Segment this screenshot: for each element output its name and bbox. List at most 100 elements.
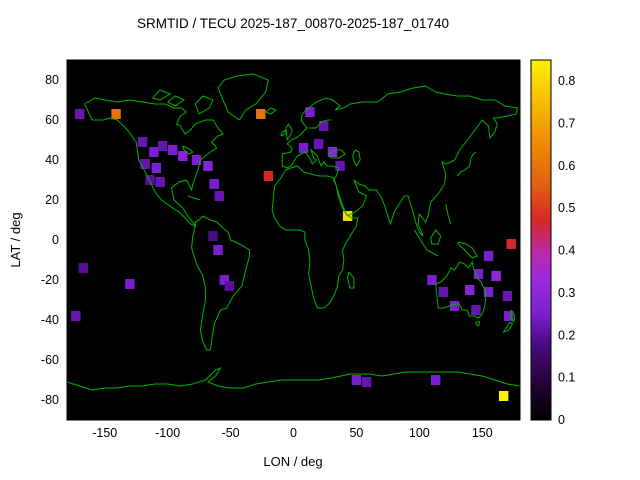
coastline (281, 85, 519, 237)
heat-cell (224, 281, 235, 291)
y-tick-label: 0 (52, 233, 59, 247)
heat-cell (305, 107, 315, 117)
heat-cell (203, 161, 213, 171)
heat-cell (483, 287, 494, 297)
y-tick-label: -80 (41, 393, 59, 407)
coastline (347, 271, 355, 289)
x-tick-label: -150 (92, 426, 117, 440)
heat-cell (213, 245, 223, 255)
colorbar-tick-label: 0 (558, 413, 565, 427)
y-axis-label: LAT / deg (8, 212, 23, 267)
chart-title: SRMTID / TECU 2025-187_00870-2025-187_01… (137, 16, 449, 31)
coastline (280, 128, 287, 137)
heat-cell (473, 269, 484, 279)
heat-cell (191, 155, 202, 165)
coastline (456, 151, 477, 177)
coastline (187, 195, 201, 201)
tick-labels-layer: -150 -100 -50 0 50 100 150 -80 -60 -40 -20 0 20 40 60 8… (41, 73, 493, 440)
heat-cell (503, 311, 514, 321)
heat-cell (140, 159, 150, 169)
heat-cell (335, 161, 345, 171)
colorbar-tick-labels: 0 0.1 0.2 0.3 0.4 0.5 0.6 0.7 0.8 (558, 74, 575, 427)
heat-cell (471, 305, 481, 315)
heat-cell (178, 151, 188, 161)
coastline (445, 203, 452, 225)
coastline (457, 241, 478, 259)
heat-cell (149, 147, 159, 157)
x-tick-label: 0 (290, 426, 297, 440)
coastline (328, 149, 346, 159)
x-tick-label: 50 (349, 426, 363, 440)
colorbar-tick-label: 0.1 (558, 371, 575, 385)
x-axis-label: LON / deg (263, 454, 322, 469)
heat-cell (74, 109, 85, 119)
heat-cell (464, 285, 475, 295)
x-tick-label: 150 (472, 426, 493, 440)
heat-cell (208, 231, 218, 241)
coastline (352, 149, 361, 167)
x-tick-label: 100 (409, 426, 430, 440)
x-tick-label: -50 (222, 426, 240, 440)
colorbar-tick-label: 0.2 (558, 328, 575, 342)
heat-cells-layer (71, 107, 516, 401)
heat-cell (351, 375, 362, 385)
coastline (84, 97, 224, 228)
plot-border (66, 59, 521, 421)
y-tick-label: -60 (41, 353, 59, 367)
heat-cell (125, 279, 135, 289)
heat-cell (491, 271, 501, 281)
heat-cell (151, 163, 162, 173)
heat-cell (263, 171, 274, 181)
heat-cell (256, 109, 266, 119)
heat-cell (155, 177, 165, 187)
heat-cell (219, 275, 230, 285)
heat-cell (111, 109, 121, 119)
heat-cell (449, 301, 460, 311)
coastline (435, 260, 487, 319)
heat-cell (137, 137, 148, 147)
heat-cell (506, 239, 516, 249)
coastline (152, 89, 172, 101)
heat-cell (318, 121, 329, 131)
coastline (265, 107, 277, 115)
coastline (430, 229, 442, 245)
heat-cell (438, 287, 448, 297)
heat-cell (502, 291, 513, 301)
coastline (308, 119, 332, 129)
y-tick-label: -40 (41, 313, 59, 327)
heat-cell (427, 275, 437, 285)
heat-cell (214, 191, 224, 201)
coastline (194, 95, 214, 115)
coastline (475, 321, 481, 327)
coastline (66, 366, 521, 391)
heat-cell (430, 375, 441, 385)
map-background (67, 60, 520, 420)
heat-cell (157, 141, 168, 151)
colorbar-tick-label: 0.4 (558, 244, 575, 258)
y-tick-label: 80 (45, 73, 59, 87)
coastlines-layer (66, 73, 521, 391)
y-tick-label: -20 (41, 273, 59, 287)
x-tick-label: -100 (155, 426, 180, 440)
coastline (502, 321, 514, 334)
heat-cell (483, 251, 494, 261)
heat-cell (298, 143, 309, 153)
colorbar-tick-label: 0.8 (558, 74, 575, 88)
heat-cell (71, 311, 81, 321)
coastline (167, 95, 186, 107)
coastline (271, 165, 359, 309)
colorbar (530, 59, 552, 421)
coastline (510, 309, 516, 324)
heat-cell (167, 145, 178, 155)
coastline (182, 145, 194, 155)
y-tick-label: 60 (45, 113, 59, 127)
heat-cell (361, 377, 372, 387)
coastline (217, 73, 269, 121)
coastline (191, 215, 250, 351)
heat-cell (145, 175, 155, 185)
heat-cell (498, 391, 509, 401)
y-tick-label: 20 (45, 193, 59, 207)
colorbar-tick-label: 0.3 (558, 286, 575, 300)
